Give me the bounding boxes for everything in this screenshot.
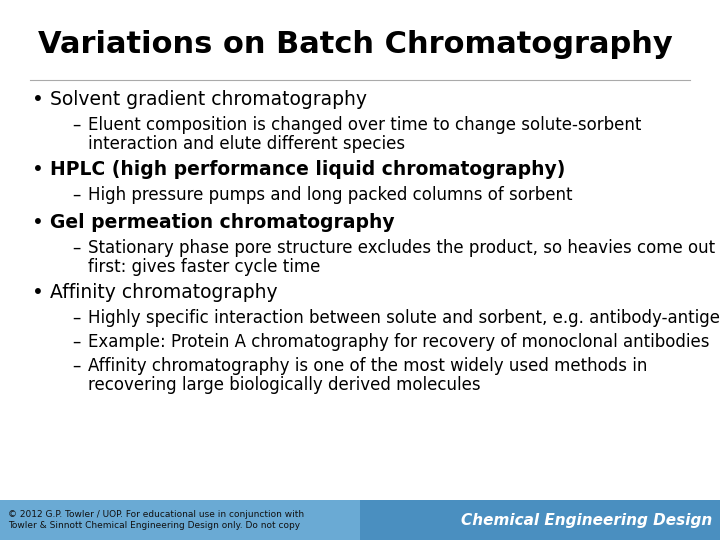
Text: –: – (72, 333, 81, 351)
Text: –: – (72, 239, 81, 257)
Text: •: • (32, 160, 44, 179)
Text: High pressure pumps and long packed columns of sorbent: High pressure pumps and long packed colu… (88, 186, 572, 204)
Text: Affinity chromatography: Affinity chromatography (50, 283, 278, 302)
Text: Eluent composition is changed over time to change solute-sorbent: Eluent composition is changed over time … (88, 116, 642, 134)
Text: Solvent gradient chromatography: Solvent gradient chromatography (50, 90, 367, 109)
Text: –: – (72, 116, 81, 134)
Text: Variations on Batch Chromatography: Variations on Batch Chromatography (38, 30, 672, 59)
Text: Chemical Engineering Design: Chemical Engineering Design (461, 512, 712, 528)
Text: –: – (72, 357, 81, 375)
Text: •: • (32, 213, 44, 232)
Bar (0, 500, 720, 540)
Text: Stationary phase pore structure excludes the product, so heavies come out: Stationary phase pore structure excludes… (88, 239, 715, 257)
Text: –: – (72, 309, 81, 327)
Text: •: • (32, 90, 44, 109)
Text: •: • (32, 283, 44, 302)
Text: interaction and elute different species: interaction and elute different species (88, 135, 405, 153)
Text: Example: Protein A chromatography for recovery of monoclonal antibodies: Example: Protein A chromatography for re… (88, 333, 709, 351)
Text: © 2012 G.P. Towler / UOP. For educational use in conjunction with
Towler & Sinno: © 2012 G.P. Towler / UOP. For educationa… (8, 510, 304, 530)
Text: –: – (72, 186, 81, 204)
Text: recovering large biologically derived molecules: recovering large biologically derived mo… (88, 376, 481, 394)
Bar (360, 500, 720, 540)
Text: Gel permeation chromatography: Gel permeation chromatography (50, 213, 395, 232)
Text: Affinity chromatography is one of the most widely used methods in: Affinity chromatography is one of the mo… (88, 357, 647, 375)
Text: Highly specific interaction between solute and sorbent, e.g. antibody-antigen: Highly specific interaction between solu… (88, 309, 720, 327)
Text: first: gives faster cycle time: first: gives faster cycle time (88, 258, 320, 276)
Text: HPLC (high performance liquid chromatography): HPLC (high performance liquid chromatogr… (50, 160, 565, 179)
